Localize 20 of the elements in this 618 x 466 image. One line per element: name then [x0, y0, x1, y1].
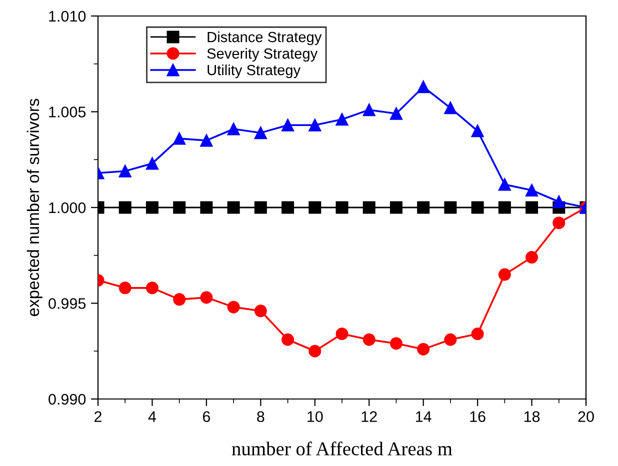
x-axis-title: number of Affected Areas m — [232, 442, 452, 456]
x-tick-label: 12 — [362, 411, 377, 422]
x-tick-label: 6 — [202, 411, 210, 422]
x-tick-label: 20 — [578, 411, 594, 422]
y-tick-label: 1.010 — [49, 10, 86, 22]
legend-label: Distance Strategy — [208, 31, 322, 46]
y-tick-label: 0.990 — [48, 394, 86, 405]
y-tick-label: 1.005 — [49, 106, 86, 118]
x-tick-label: 14 — [416, 411, 432, 422]
y-tick-label: 1.000 — [49, 202, 86, 214]
x-tick-label: 10 — [308, 411, 323, 422]
legend-label: Severity Strategy — [207, 48, 318, 62]
x-tick-label: 8 — [257, 411, 264, 422]
x-tick-label: 16 — [470, 411, 486, 422]
x-tick-label: 4 — [148, 411, 156, 422]
x-tick-label: 2 — [94, 411, 102, 422]
x-tick-label: 18 — [524, 411, 540, 422]
legend-label: Utility Strategy — [208, 64, 301, 78]
y-axis-title: expected number of survivors — [26, 98, 42, 316]
y-tick-label: 0.995 — [48, 298, 86, 309]
